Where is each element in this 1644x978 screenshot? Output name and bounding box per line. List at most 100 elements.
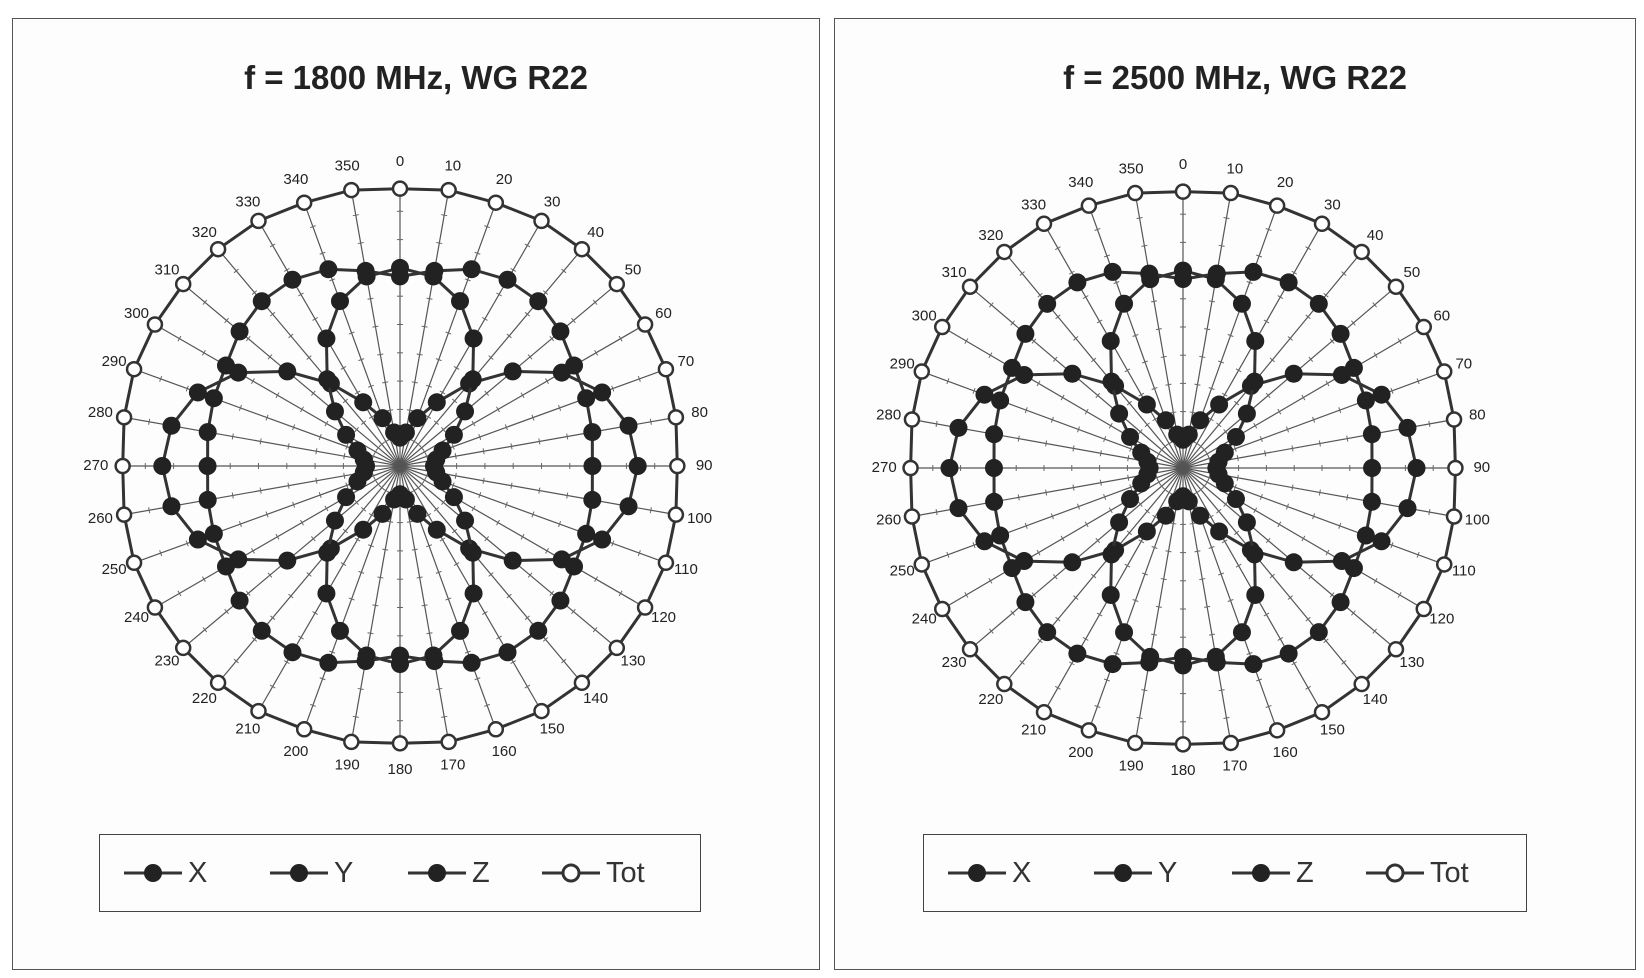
point-y-50	[456, 402, 475, 421]
point-tot-270	[902, 459, 919, 477]
point-y-340	[330, 292, 349, 311]
point-tot-140	[573, 674, 591, 692]
point-tot-50	[1387, 278, 1405, 295]
radial-tick	[1305, 246, 1311, 251]
radial-tick	[342, 398, 349, 404]
radial-tick	[1216, 508, 1222, 514]
radial-tick	[202, 299, 208, 305]
radial-tick	[946, 551, 950, 558]
radial-tick	[1428, 420, 1431, 427]
radial-tick	[224, 608, 229, 615]
angle-label-70: 70	[1455, 355, 1472, 372]
point-z-30	[1279, 273, 1298, 292]
radial-tick	[1052, 356, 1058, 362]
radial-tick	[275, 533, 280, 540]
radial-tick	[340, 366, 347, 370]
angle-label-170: 170	[1222, 757, 1247, 774]
angle-labels: 0 10 20 30 40 50 60 70 80 90 100 110 120 130 140 150 160…	[83, 153, 712, 778]
point-z-90	[583, 457, 602, 475]
point-z-310	[230, 322, 249, 341]
point-tot-300	[933, 318, 951, 336]
radial-tick	[1010, 320, 1015, 326]
point-z-40	[529, 292, 548, 311]
radial-spoke	[219, 465, 401, 682]
radial-tick	[148, 507, 151, 514]
point-y-130	[456, 511, 475, 530]
radial-tick	[435, 570, 442, 574]
radial-tick	[1236, 455, 1239, 462]
angle-label-10: 10	[1227, 160, 1244, 177]
point-x-160	[408, 504, 427, 523]
point-z-140	[1309, 623, 1328, 642]
radial-tick	[387, 520, 394, 523]
point-tot-280	[115, 409, 133, 426]
radial-tick	[1199, 578, 1206, 581]
radial-tick	[1346, 494, 1349, 501]
legend-symbol-x	[124, 864, 182, 882]
radial-spoke	[1005, 253, 1184, 469]
radial-tick	[1397, 338, 1402, 344]
radial-tick	[1132, 334, 1139, 337]
angle-label-120: 120	[651, 609, 676, 626]
radial-tick	[454, 453, 457, 460]
point-tot-90	[1447, 459, 1464, 477]
radial-tick	[1103, 678, 1110, 682]
radial-tick	[360, 507, 367, 512]
radial-tick	[1155, 605, 1162, 608]
radial-tick	[367, 544, 374, 548]
radial-tick	[1055, 616, 1061, 622]
point-y-160	[1232, 623, 1251, 642]
radial-tick	[1287, 336, 1293, 341]
radial-tick	[478, 433, 482, 440]
radial-tick	[1341, 271, 1347, 276]
point-tot-220	[996, 675, 1013, 693]
radial-tick	[1235, 563, 1242, 568]
point-z-210	[283, 643, 302, 662]
radial-tick	[1113, 281, 1120, 285]
radial-tick	[1138, 392, 1145, 397]
radial-tick	[329, 650, 336, 654]
radial-tick	[946, 378, 950, 385]
radial-tick	[1227, 334, 1234, 337]
point-z-350	[1140, 264, 1159, 283]
point-tot-160	[487, 721, 505, 738]
radial-tick	[1329, 592, 1335, 598]
radial-tick	[1096, 612, 1103, 617]
point-z-180	[391, 646, 409, 665]
point-x-350	[385, 423, 404, 442]
radial-spoke	[1005, 467, 1184, 683]
radial-tick	[259, 487, 262, 494]
radial-tick	[1204, 328, 1211, 331]
angle-label-50: 50	[1404, 264, 1421, 281]
angle-label-220: 220	[978, 691, 1003, 708]
radial-tick	[1264, 479, 1267, 486]
point-z-170	[1207, 653, 1226, 672]
point-y-210	[317, 584, 336, 603]
point-tot-90	[669, 457, 686, 475]
point-z-70	[577, 389, 596, 408]
radial-tick	[1390, 542, 1394, 549]
point-x-340	[373, 409, 392, 428]
radial-tick	[1236, 474, 1239, 481]
point-z-250	[991, 526, 1010, 545]
angle-label-70: 70	[678, 353, 695, 370]
radial-tick	[238, 521, 242, 528]
radial-tick	[1024, 407, 1028, 414]
point-tot-30	[533, 212, 550, 230]
radial-tick	[1050, 513, 1054, 520]
angle-label-190: 190	[1119, 757, 1144, 774]
point-z-320	[1038, 294, 1057, 313]
radial-tick	[1037, 292, 1043, 298]
point-y-240	[337, 488, 356, 507]
point-x-130	[503, 551, 522, 570]
radial-tick	[310, 536, 316, 542]
point-z-40	[1309, 294, 1328, 313]
radial-tick	[520, 533, 525, 540]
point-y-300	[1121, 427, 1140, 446]
radial-tick	[425, 513, 432, 517]
radial-tick	[1052, 574, 1058, 580]
angle-label-330: 330	[235, 193, 260, 210]
point-y-160	[451, 621, 470, 640]
point-y-210	[1101, 585, 1120, 604]
radial-tick	[527, 572, 533, 578]
